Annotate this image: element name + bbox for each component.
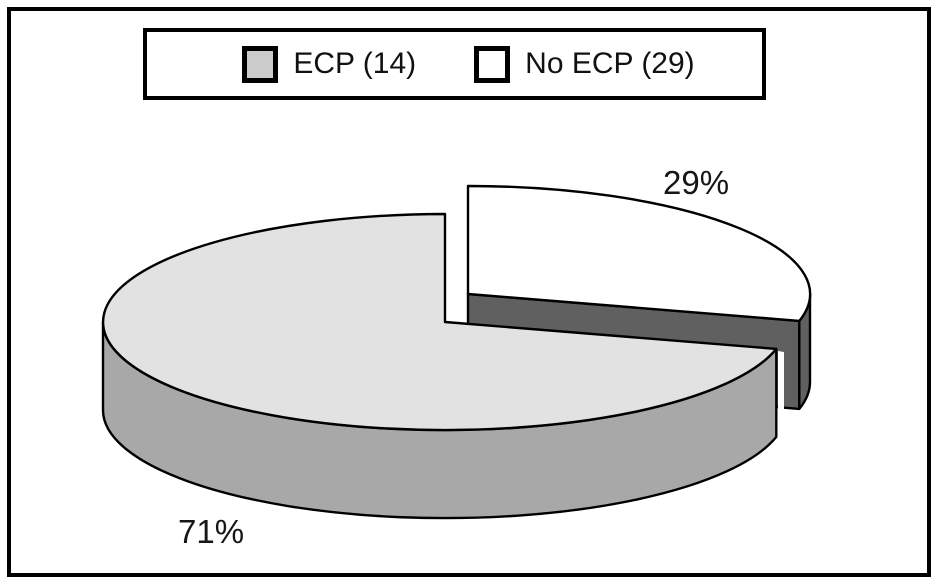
percent-label-no-ecp: 29%: [663, 164, 730, 201]
legend: ECP (14) No ECP (29): [143, 28, 766, 100]
legend-item-no-ecp: No ECP (29): [474, 45, 695, 83]
legend-swatch-ecp: [242, 45, 279, 83]
pie-slice-ecp-top: [101, 212, 778, 432]
slice-separation-gap: [778, 351, 784, 416]
legend-swatch-no-ecp: [474, 45, 511, 83]
percent-label-ecp: 71%: [178, 513, 245, 550]
outer-border: [7, 7, 931, 577]
legend-item-ecp: ECP (14): [242, 45, 417, 83]
pie-slice-no-ecp-top: [466, 184, 812, 323]
legend-label-no-ecp: No ECP (29): [525, 47, 695, 80]
legend-label-ecp: ECP (14): [293, 47, 417, 80]
